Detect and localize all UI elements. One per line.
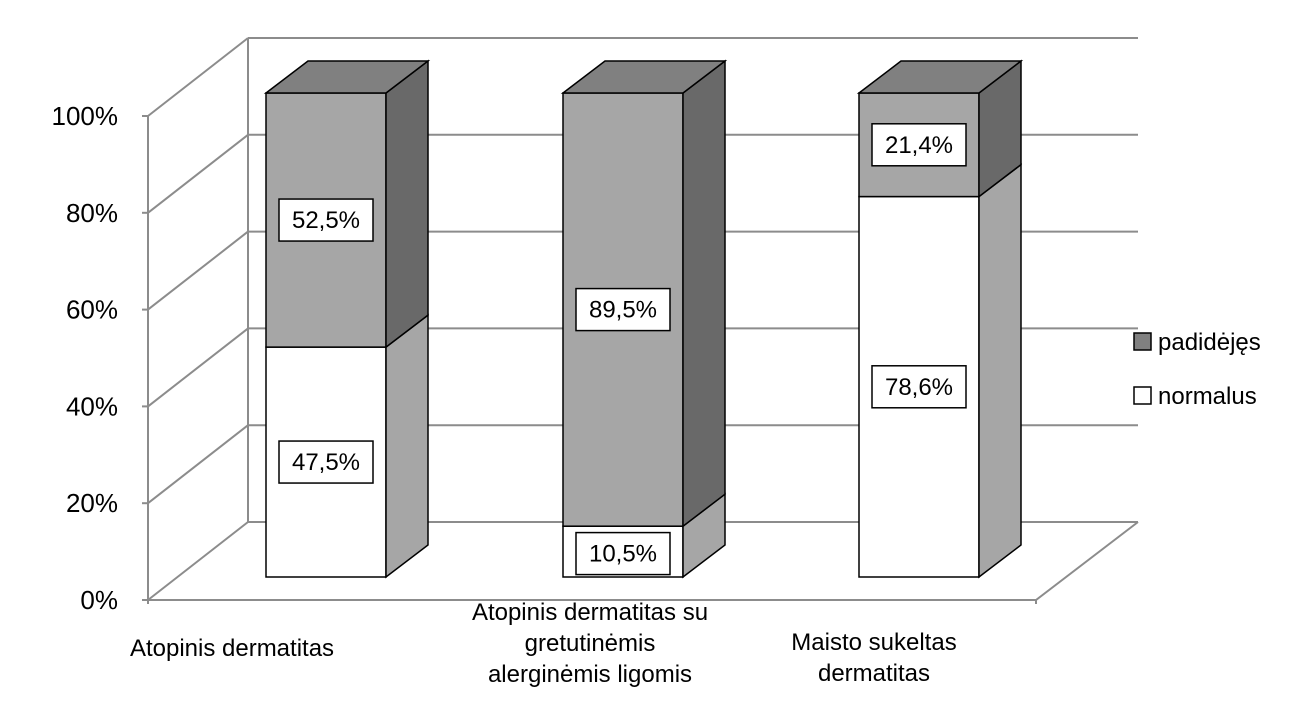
y-axis: 0% 20% 40% 60% 80% 100% (52, 38, 249, 615)
y-tick-label: 100% (52, 101, 119, 131)
category-label: Maisto sukeltas dermatitas (791, 629, 956, 687)
gridline-side (147, 230, 249, 311)
legend-swatch (1133, 332, 1152, 351)
bar-padidejes-side (385, 59, 429, 349)
data-label-normalus-box (278, 440, 374, 484)
bar-top (263, 60, 431, 94)
y-tick-label: 20% (66, 488, 118, 518)
data-label-padidejes: 52,5% (292, 207, 360, 234)
data-label-normalus-box (575, 531, 671, 576)
data-label-normalus: 47,5% (292, 449, 360, 476)
data-label-padidejes: 89,5% (589, 297, 657, 324)
gridline-side (147, 37, 249, 117)
data-label-normalus: 78,6% (885, 374, 953, 401)
data-label-normalus-box (871, 365, 967, 409)
legend-label: normalus (1158, 383, 1257, 410)
bar-normalus-side (978, 163, 1022, 579)
y-tick-label: 80% (66, 198, 118, 228)
data-label-padidejes-box (871, 123, 967, 167)
data-label-normalus: 10,5% (589, 541, 657, 568)
y-tick-label: 0% (80, 585, 118, 615)
category-labels: Atopinis dermatitas Atopinis dermatitas s… (130, 599, 957, 688)
data-label-padidejes-box (278, 198, 374, 242)
legend-swatch (1133, 386, 1152, 405)
y-tick-label: 60% (66, 295, 118, 325)
data-label-padidejes: 21,4% (885, 132, 953, 159)
y-tick-label: 40% (66, 391, 118, 421)
gridline-side (147, 424, 249, 504)
category-label: Atopinis dermatitas (130, 635, 334, 662)
data-labels: 47,5% 52,5% 10,5% 89,5% 78,6% 21,4% (278, 123, 967, 576)
category-label: Atopinis dermatitas su gretutinėmis alergi… (472, 599, 708, 688)
legend-label: padidėjęs (1158, 329, 1261, 356)
bar-top (856, 60, 1024, 94)
data-label-padidejes-box (575, 287, 671, 332)
gridline-side (147, 521, 249, 601)
gridline-side (147, 327, 249, 408)
bar-normalus-side (385, 313, 429, 579)
gridline-side (147, 134, 249, 214)
bar-padidejes-side (682, 59, 726, 528)
bar-top (560, 60, 728, 94)
legend: padidėjęs normalus (1133, 329, 1261, 410)
